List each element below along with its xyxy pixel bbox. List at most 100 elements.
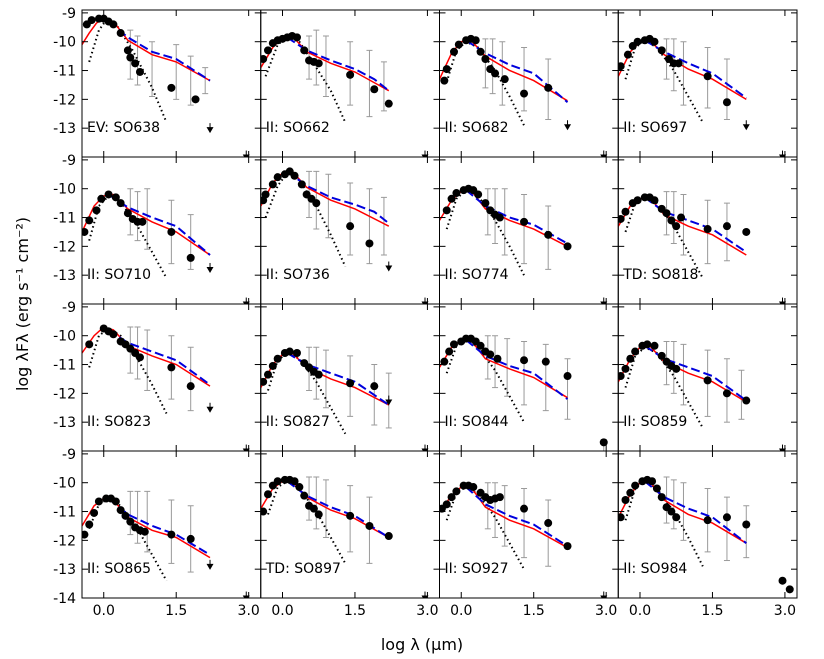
upper-limit-arrow (600, 595, 608, 598)
data-point (722, 222, 731, 231)
x-tick-label: 3.0 (238, 603, 260, 619)
panel-3: II: SO682 (439, 9, 619, 158)
model-red-line (439, 339, 568, 399)
data-point (314, 510, 323, 519)
panel-frame (617, 450, 798, 599)
x-tick-label: 3.0 (416, 603, 438, 619)
upper-limit-arrow (206, 127, 214, 134)
panel-2: II: SO662 (260, 9, 440, 158)
data-point (300, 491, 309, 500)
panel-plot-area (82, 324, 250, 451)
y-tick-label: -13 (53, 415, 76, 431)
panel-8: TD: SO818 (617, 156, 798, 305)
panel-label: TD: SO818 (622, 267, 698, 283)
data-point (742, 396, 751, 405)
data-point (292, 33, 301, 42)
data-point (167, 227, 176, 236)
panel-plot-area (618, 340, 787, 451)
data-point (520, 217, 529, 226)
upper-limit-arrow (242, 301, 250, 304)
panel-plot-area (618, 475, 794, 594)
data-point (263, 46, 272, 55)
data-point (476, 47, 485, 56)
data-point (263, 370, 272, 379)
x-tick-label: 1.5 (165, 603, 187, 619)
data-point (742, 227, 751, 236)
panel-5: II: SO710 -9 -10 -11 -12 -13 (53, 153, 262, 305)
panel-6: II: SO736 (260, 156, 440, 305)
y-tick-label: -11 (53, 505, 76, 521)
data-point (544, 519, 553, 528)
data-point (186, 382, 195, 391)
upper-limit-arrow (421, 448, 429, 451)
data-point (123, 209, 132, 218)
panel-13: II: SO865 -9 -10 -11 -12 -13 -14 0.0 1.5 3.0 (53, 447, 262, 619)
data-point (722, 389, 731, 398)
data-point (111, 193, 120, 202)
data-point (268, 180, 277, 189)
data-point (657, 493, 666, 502)
data-point (135, 67, 144, 76)
upper-limit-arrow (206, 406, 214, 413)
data-point (140, 527, 149, 536)
upper-limit-arrow (600, 154, 608, 157)
data-point (111, 497, 120, 506)
data-point (563, 242, 572, 251)
panel-9: II: SO823 -9 -10 -11 -12 -13 (53, 300, 262, 452)
data-point (442, 65, 451, 74)
upper-limit-arrow (206, 266, 214, 273)
upper-limit-arrow (564, 124, 572, 131)
data-point (273, 173, 282, 182)
data-point (618, 214, 625, 223)
x-tick-label: 0.0 (93, 603, 115, 619)
data-point (621, 207, 630, 216)
data-point (667, 507, 676, 516)
data-point (631, 481, 640, 490)
y-tick-label: -10 (53, 329, 76, 345)
y-tick-label: -12 (53, 92, 76, 108)
data-point (476, 341, 485, 350)
y-tick-label: -14 (53, 591, 76, 607)
data-point (445, 347, 454, 356)
y-tick-label: -10 (53, 182, 76, 198)
data-point (186, 534, 195, 543)
upper-limit-arrow (600, 301, 608, 304)
data-point (541, 357, 550, 366)
data-point (449, 47, 458, 56)
upper-limit-arrow (206, 563, 214, 570)
y-tick-label: -10 (53, 476, 76, 492)
data-point (633, 37, 642, 46)
model-blue-dashed-line (286, 170, 390, 225)
model-blue-dashed-line (465, 339, 569, 400)
data-point (167, 530, 176, 539)
y-tick-label: -11 (53, 64, 76, 80)
panel-label: EV: SO638 (87, 120, 160, 136)
data-point (123, 46, 132, 55)
data-point (85, 340, 94, 349)
data-point (452, 487, 461, 496)
data-point (500, 75, 509, 84)
panel-plot-area (618, 34, 787, 157)
panel-plot-area (618, 191, 787, 304)
x-tick-label: 0.0 (629, 603, 651, 619)
data-point (126, 53, 135, 62)
data-point (116, 506, 125, 515)
photosphere-line (88, 18, 168, 123)
data-point (346, 222, 355, 231)
panel-plot-area (260, 475, 429, 598)
data-point (657, 351, 666, 360)
panel-label: II: SO662 (266, 120, 330, 136)
panel-label: II: SO859 (623, 414, 687, 430)
data-point (273, 354, 282, 363)
data-point (677, 213, 686, 222)
data-point (742, 520, 751, 529)
y-tick-label: -12 (53, 386, 76, 402)
data-point (672, 364, 681, 373)
data-point (491, 69, 500, 78)
data-point (703, 72, 712, 81)
data-point (520, 89, 529, 98)
y-tick-label: -10 (53, 35, 76, 51)
panel-plot-area (439, 34, 608, 157)
data-point (469, 483, 478, 492)
data-point (346, 511, 355, 520)
